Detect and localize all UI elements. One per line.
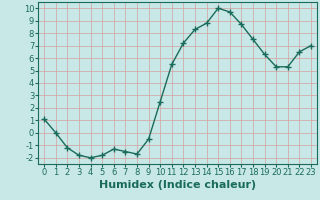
X-axis label: Humidex (Indice chaleur): Humidex (Indice chaleur) bbox=[99, 180, 256, 190]
